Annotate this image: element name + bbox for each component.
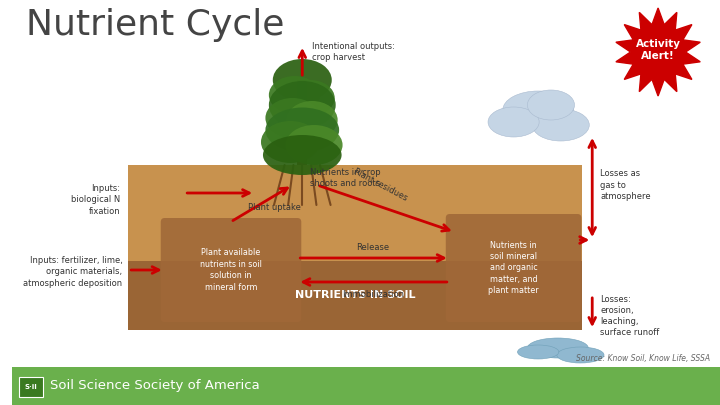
- Text: Release: Release: [356, 243, 390, 252]
- Ellipse shape: [261, 121, 320, 163]
- Ellipse shape: [266, 107, 339, 153]
- Ellipse shape: [527, 90, 575, 120]
- Text: Inputs:
biological N
fixation: Inputs: biological N fixation: [71, 184, 120, 215]
- Ellipse shape: [488, 107, 539, 137]
- Text: Nutrient Cycle: Nutrient Cycle: [26, 8, 284, 42]
- Ellipse shape: [269, 81, 336, 129]
- Ellipse shape: [286, 125, 343, 165]
- FancyBboxPatch shape: [446, 214, 582, 322]
- Ellipse shape: [266, 98, 320, 138]
- Ellipse shape: [273, 59, 332, 101]
- Text: NUTRIENTS IN SOIL: NUTRIENTS IN SOIL: [295, 290, 415, 301]
- Text: Immobilization: Immobilization: [342, 290, 404, 299]
- Ellipse shape: [527, 338, 588, 358]
- Text: S·il: S·il: [24, 384, 37, 390]
- Text: Inputs: fertilizer, lime,
organic materials,
atmospheric deposition: Inputs: fertilizer, lime, organic materi…: [23, 256, 122, 288]
- FancyBboxPatch shape: [161, 218, 301, 322]
- Ellipse shape: [287, 101, 338, 139]
- Bar: [128, 261, 582, 330]
- Ellipse shape: [532, 109, 589, 141]
- Bar: [19, 377, 42, 397]
- Text: Activity
Alert!: Activity Alert!: [636, 39, 680, 61]
- Ellipse shape: [503, 91, 574, 129]
- Ellipse shape: [269, 76, 320, 114]
- Bar: [128, 165, 582, 330]
- Text: Soil Science Society of America: Soil Science Society of America: [50, 379, 259, 392]
- Ellipse shape: [263, 135, 341, 175]
- Text: Nutrients in
soil mineral
and organic
matter, and
plant matter: Nutrients in soil mineral and organic ma…: [488, 241, 539, 295]
- Text: Intentional outputs:
crop harvest: Intentional outputs: crop harvest: [312, 42, 395, 62]
- Ellipse shape: [286, 80, 335, 116]
- Text: Plant available
nutrients in soil
solution in
mineral form: Plant available nutrients in soil soluti…: [200, 248, 262, 292]
- Bar: [12, 367, 720, 405]
- Text: Losses:
erosion,
leaching,
surface runoff: Losses: erosion, leaching, surface runof…: [600, 295, 660, 337]
- Text: Plant uptake: Plant uptake: [248, 203, 301, 212]
- Ellipse shape: [557, 347, 604, 363]
- Bar: [297, 80, 307, 165]
- Text: Source: Know Soil, Know Life, SSSA: Source: Know Soil, Know Life, SSSA: [576, 354, 710, 363]
- Text: Plant residues: Plant residues: [353, 167, 410, 203]
- Text: Losses as
gas to
atmosphere: Losses as gas to atmosphere: [600, 169, 651, 200]
- Ellipse shape: [518, 345, 559, 359]
- Text: Nutrients in crop
shoots and roots: Nutrients in crop shoots and roots: [310, 168, 381, 188]
- Polygon shape: [616, 8, 701, 96]
